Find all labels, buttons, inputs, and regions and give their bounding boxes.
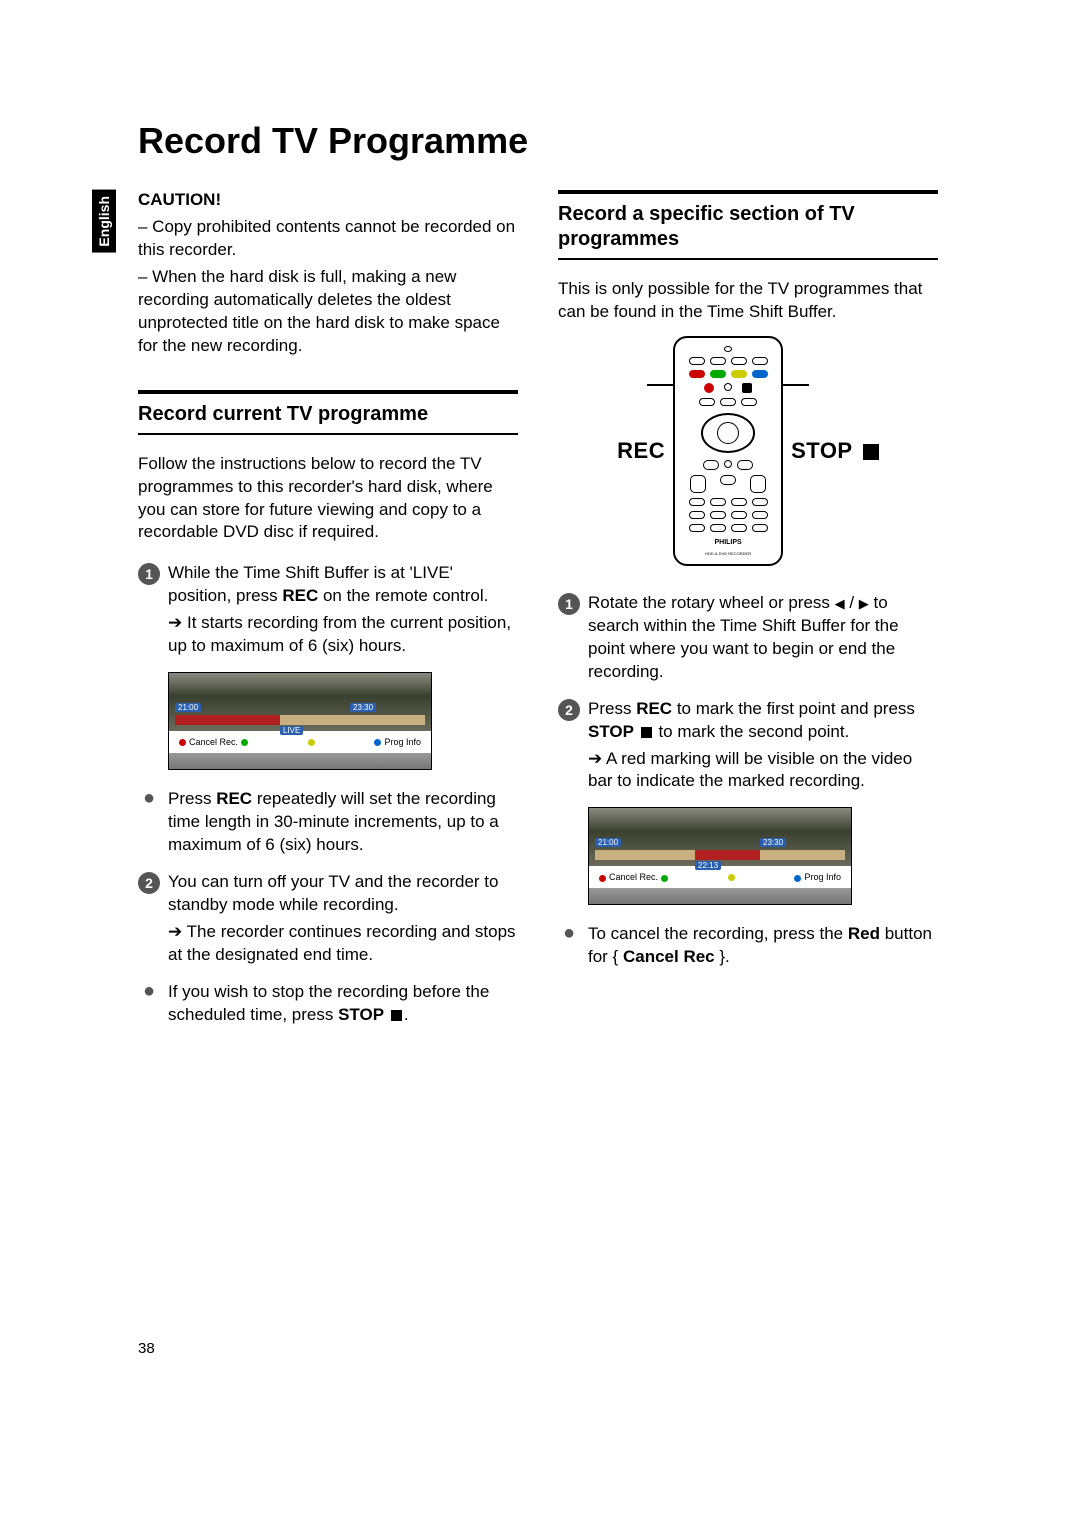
spec-step2-sub: A red marking will be visible on the vid…: [588, 749, 912, 791]
step2-sub: The recorder continues recording and sto…: [168, 922, 516, 964]
remote-stop-label: STOP: [791, 438, 879, 464]
step-badge-2: 2: [558, 699, 580, 721]
bullet-icon: ●: [558, 923, 580, 969]
dot-yellow-icon: [728, 874, 735, 881]
section-rule: [138, 390, 518, 394]
spec-step2-a: Press: [588, 699, 636, 718]
bar-red-segment: [175, 715, 280, 725]
dot-blue-icon: [374, 739, 381, 746]
time-end: 23:30: [350, 703, 376, 712]
bullet-icon: ●: [138, 981, 160, 1027]
screenshot-preview-2: 21:00 23:30 22:13 Cancel Rec. Prog Info: [588, 807, 852, 905]
remote-rec-label: REC: [617, 438, 665, 464]
bullet-stop: ● If you wish to stop the recording befo…: [138, 981, 518, 1027]
spec-step-1: 1 Rotate the rotary wheel or press / to …: [558, 592, 938, 684]
step1-sub: It starts recording from the current pos…: [168, 613, 511, 655]
stop-keyword-2: STOP: [588, 722, 634, 741]
bullet-rec-repeat: ● Press REC repeatedly will set the reco…: [138, 788, 518, 857]
cancel-rec-label-2: Cancel Rec.: [609, 872, 658, 882]
dot-green-icon: [241, 739, 248, 746]
remote-rotary-wheel: [701, 413, 755, 453]
dot-green-icon: [661, 875, 668, 882]
step-badge-2: 2: [138, 872, 160, 894]
rec-keyword-3: REC: [636, 699, 672, 718]
dot-red-icon: [599, 875, 606, 882]
page-number: 38: [138, 1340, 155, 1357]
stop-icon: [863, 444, 879, 460]
bullet-icon: ●: [138, 788, 160, 857]
screenshot-preview-1: 21:00 23:30 LIVE Cancel Rec. Prog Info: [168, 672, 432, 770]
triangle-right-icon: [859, 593, 869, 612]
section-rule: [558, 190, 938, 194]
section-specific-intro: This is only possible for the TV program…: [558, 278, 938, 324]
language-tab: English: [92, 190, 116, 253]
time-start-2: 21:00: [595, 838, 621, 847]
rec-keyword-2: REC: [216, 789, 252, 808]
page-title: Record TV Programme: [138, 120, 990, 162]
section-rule-thin: [138, 433, 518, 435]
bullet2-a: If you wish to stop the recording before…: [168, 982, 489, 1024]
dot-blue-icon: [794, 875, 801, 882]
remote-diagram: REC PHILIPS HDD & DVD RECORD: [558, 336, 938, 566]
step1-text-b: on the remote control.: [318, 586, 488, 605]
spec-bullet-a: To cancel the recording, press the: [588, 924, 848, 943]
prog-info-label-2: Prog Info: [804, 872, 841, 882]
dot-red-icon: [179, 739, 186, 746]
triangle-left-icon: [835, 593, 845, 612]
remote-brand: PHILIPS: [714, 539, 741, 546]
stop-icon: [641, 727, 652, 738]
caution-title: CAUTION!: [138, 190, 518, 210]
left-column: CAUTION! – Copy prohibited contents cann…: [138, 190, 518, 1041]
spec-bullet-cancel: ● To cancel the recording, press the Red…: [558, 923, 938, 969]
cancel-rec-keyword: Cancel Rec: [623, 947, 715, 966]
bar-red-segment-2: [695, 850, 760, 860]
spec-step-2: 2 Press REC to mark the first point and …: [558, 698, 938, 794]
spec-step2-c: to mark the second point.: [654, 722, 850, 741]
time-start: 21:00: [175, 703, 201, 712]
caution-line-2: – When the hard disk is full, making a n…: [138, 266, 518, 358]
remote-subtitle: HDD & DVD RECORDER: [705, 551, 751, 556]
live-badge: LIVE: [280, 726, 303, 735]
right-column: Record a specific section of TV programm…: [558, 190, 938, 1041]
time-end-2: 23:30: [760, 838, 786, 847]
cancel-rec-label: Cancel Rec.: [189, 737, 238, 747]
step2-text: You can turn off your TV and the recorde…: [168, 872, 498, 914]
step-badge-1: 1: [138, 563, 160, 585]
bullet1-a: Press: [168, 789, 216, 808]
step-2: 2 You can turn off your TV and the recor…: [138, 871, 518, 967]
rec-keyword: REC: [282, 586, 318, 605]
spec-step1-a: Rotate the rotary wheel or press: [588, 593, 835, 612]
section-specific-title: Record a specific section of TV programm…: [558, 202, 938, 252]
remote-stop-button: [742, 383, 752, 393]
red-keyword: Red: [848, 924, 880, 943]
time-mid: 22:13: [695, 861, 721, 870]
step-badge-1: 1: [558, 593, 580, 615]
spec-bullet-c: }.: [715, 947, 730, 966]
caution-line-1: – Copy prohibited contents cannot be rec…: [138, 216, 518, 262]
prog-info-label: Prog Info: [384, 737, 421, 747]
section-rule-thin: [558, 258, 938, 260]
section-current-intro: Follow the instructions below to record …: [138, 453, 518, 545]
stop-keyword: STOP: [338, 1005, 384, 1024]
spec-step2-b: to mark the first point and press: [672, 699, 915, 718]
section-current-title: Record current TV programme: [138, 402, 518, 427]
dot-yellow-icon: [308, 739, 315, 746]
remote-rec-button: [704, 383, 714, 393]
step-1: 1 While the Time Shift Buffer is at 'LIV…: [138, 562, 518, 658]
stop-icon: [391, 1010, 402, 1021]
